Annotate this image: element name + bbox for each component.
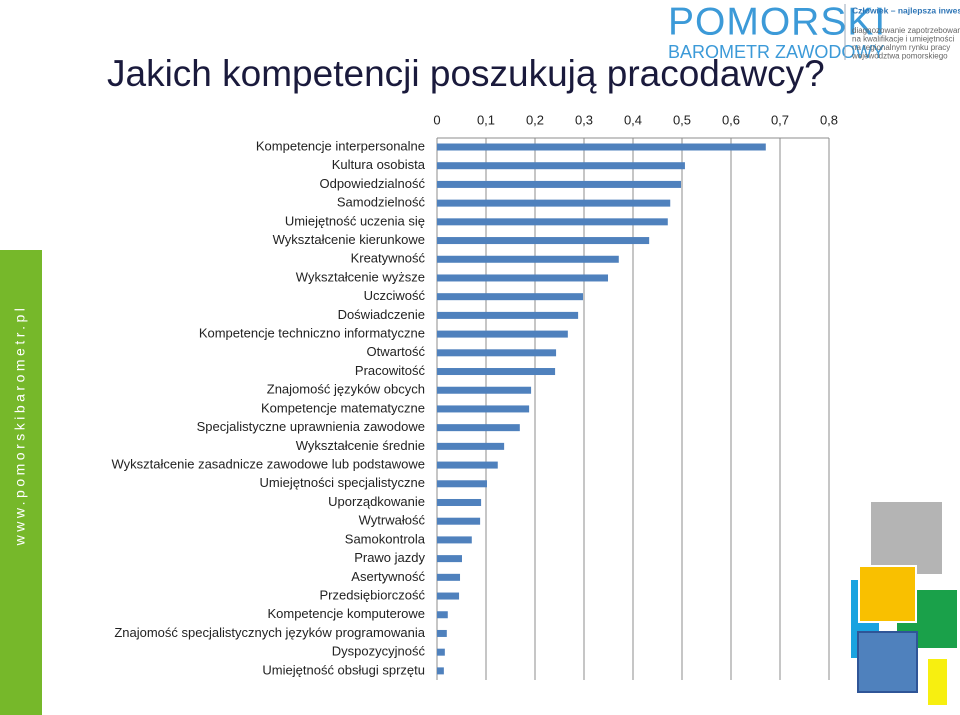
bar — [437, 629, 447, 637]
bar — [437, 498, 482, 506]
bar — [437, 480, 487, 488]
bar — [437, 162, 685, 170]
bar — [437, 442, 505, 450]
bar — [437, 555, 462, 563]
x-tick-label: 0 — [433, 112, 440, 127]
y-tick-label: Umiejętności specjalistyczne — [260, 475, 425, 490]
bar — [437, 218, 668, 226]
bar — [437, 311, 579, 319]
bar — [437, 648, 445, 656]
y-tick-label: Prawo jazdy — [354, 550, 425, 565]
logo-title: POMORSKI — [668, 0, 886, 43]
bar — [437, 274, 609, 282]
bar — [437, 255, 619, 263]
bar — [437, 573, 461, 581]
deco — [928, 659, 947, 705]
bar — [437, 349, 557, 357]
x-tick-label: 0,5 — [673, 112, 691, 127]
x-tick-label: 0,2 — [526, 112, 544, 127]
y-tick-label: Samokontrola — [345, 531, 426, 546]
y-tick-label: Dyspozycyjność — [332, 644, 426, 659]
bar — [437, 143, 766, 151]
y-tick-label: Umiejętność uczenia się — [285, 213, 425, 228]
bar — [437, 293, 584, 301]
y-tick-label: Wykształcenie kierunkowe — [273, 232, 425, 247]
y-tick-label: Kreatywność — [351, 251, 426, 266]
bar — [437, 330, 568, 338]
bar — [437, 424, 520, 432]
y-tick-label: Asertywność — [351, 569, 425, 584]
description-line: województwa pomorskiego — [851, 52, 948, 61]
bar — [437, 237, 650, 245]
description-line: na regionalnym rynku pracy — [852, 43, 950, 52]
deco — [858, 565, 917, 623]
y-tick-label: Odpowiedzialność — [319, 176, 425, 191]
deco — [857, 631, 918, 693]
y-tick-label: Umiejętność obsługi sprzętu — [262, 662, 425, 677]
x-tick-label: 0,1 — [477, 112, 495, 127]
bar — [437, 368, 556, 376]
bar — [437, 386, 532, 394]
bar — [437, 536, 472, 544]
y-tick-label: Znajomość języków obcych — [267, 382, 425, 397]
x-tick-label: 0,3 — [575, 112, 593, 127]
slogan: Człowiek – najlepsza inwestycja — [852, 5, 960, 15]
y-tick-label: Znajomość specjalistycznych języków prog… — [114, 625, 425, 640]
y-tick-label: Pracowitość — [355, 363, 426, 378]
y-tick-label: Otwartość — [366, 344, 425, 359]
y-tick-label: Kompetencje interpersonalne — [256, 138, 425, 153]
bar — [437, 199, 671, 207]
y-tick-label: Wykształcenie średnie — [296, 438, 425, 453]
x-tick-label: 0,7 — [771, 112, 789, 127]
description-line: na kwalifikacje i umiejętności — [852, 35, 954, 44]
bar — [437, 517, 481, 525]
description-line: diagnozowanie zapotrzebowania — [852, 26, 960, 35]
bar — [437, 180, 682, 188]
y-tick-label: Specjalistyczne uprawnienia zawodowe — [197, 419, 425, 434]
y-tick-label: Samodzielność — [337, 195, 426, 210]
side-url: www.pomorskibarometr.pl — [12, 305, 28, 547]
y-tick-label: Uporządkowanie — [328, 494, 425, 509]
chart-title: Jakich kompetencji poszukują pracodawcy? — [107, 53, 825, 94]
x-tick-label: 0,4 — [624, 112, 642, 127]
bar — [437, 405, 530, 413]
y-tick-label: Kompetencje matematyczne — [261, 400, 425, 415]
deco — [871, 502, 942, 574]
y-tick-label: Uczciwość — [364, 288, 426, 303]
y-tick-label: Doświadczenie — [338, 307, 425, 322]
x-tick-label: 0,8 — [820, 112, 838, 127]
y-tick-label: Wykształcenie wyższe — [296, 269, 425, 284]
bar — [437, 461, 498, 469]
bar — [437, 592, 460, 600]
side-bar — [0, 250, 42, 715]
x-tick-label: 0,6 — [722, 112, 740, 127]
y-tick-label: Wytrwałość — [359, 513, 426, 528]
y-tick-label: Kompetencje techniczno informatyczne — [199, 326, 425, 341]
y-tick-label: Wykształcenie zasadnicze zawodowe lub po… — [112, 457, 426, 472]
bar — [437, 611, 448, 619]
y-tick-label: Kultura osobista — [332, 157, 426, 172]
y-tick-label: Przedsiębiorczość — [320, 587, 426, 602]
bar — [437, 667, 444, 675]
y-tick-label: Kompetencje komputerowe — [267, 606, 425, 621]
logo-subtitle: BAROMETR ZAWODOWY — [668, 42, 884, 62]
